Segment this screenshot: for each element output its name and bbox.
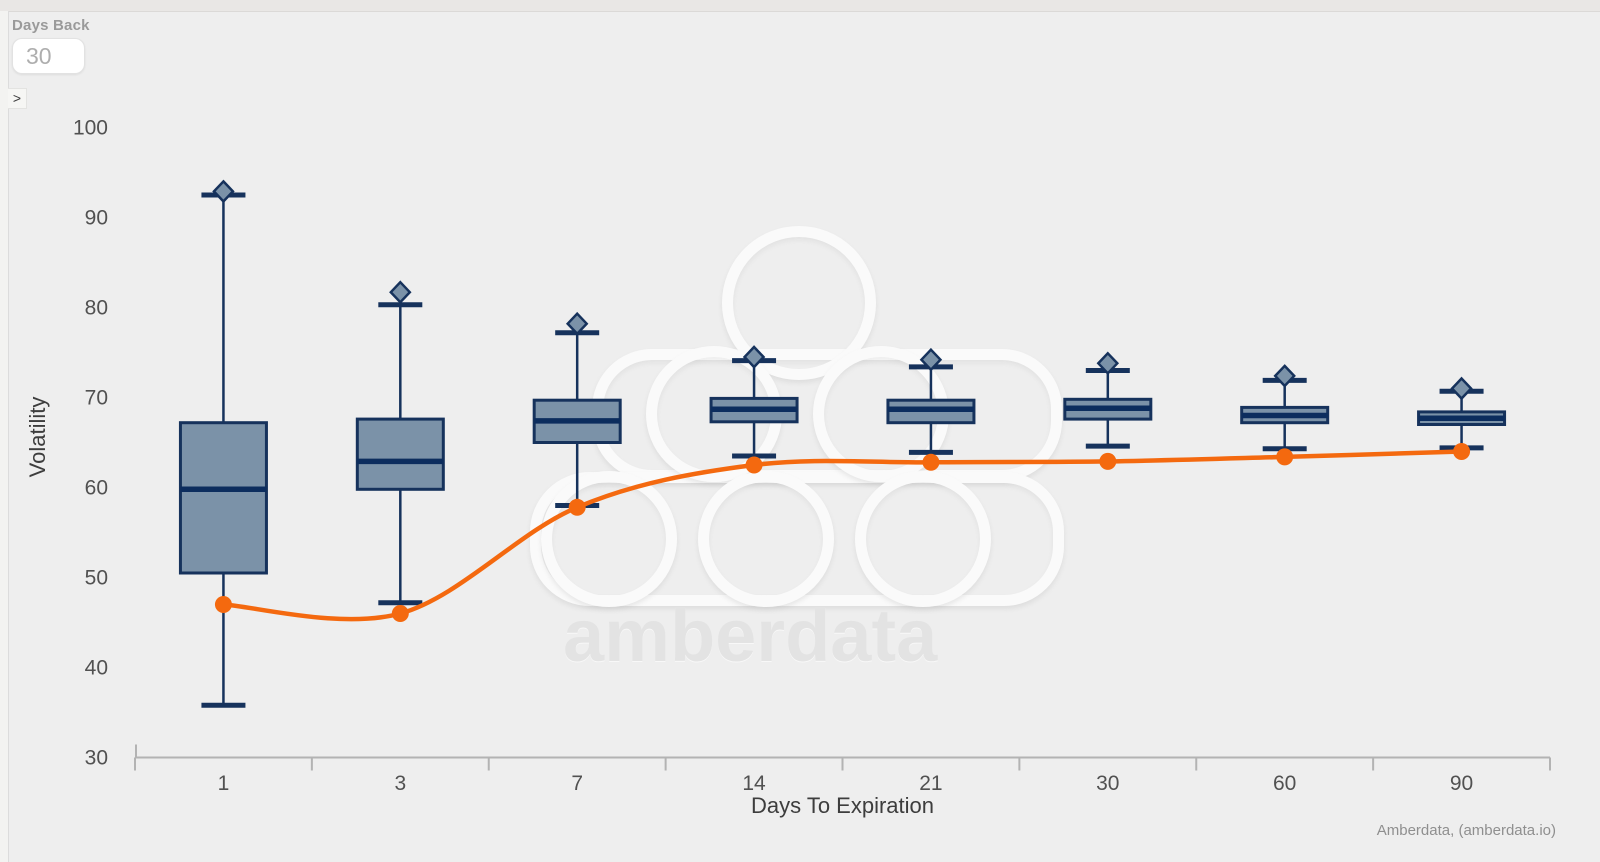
x-tick-label: 14 <box>742 772 766 795</box>
y-tick-label: 50 <box>85 567 108 590</box>
volatility-point <box>1099 452 1117 470</box>
axes: 30 40 50 60 70 80 90 100 1 3 7 14 21 30 60 90 Days To Ex… <box>25 117 1551 818</box>
x-tick-label: 90 <box>1450 772 1473 795</box>
outlier-diamond <box>919 347 943 372</box>
x-tick-label: 3 <box>394 772 406 795</box>
volatility-point <box>1453 443 1471 460</box>
volatility-point <box>922 453 940 471</box>
volatility-point <box>568 498 586 516</box>
volatility-line <box>221 449 1464 622</box>
watermark-wordmark: amberdata <box>563 594 938 677</box>
volatility-point <box>214 596 232 613</box>
y-tick-label: 60 <box>85 477 108 500</box>
outlier-diamond <box>1096 351 1120 376</box>
box-plot-group <box>1240 364 1330 452</box>
x-tick-label: 7 <box>571 772 583 795</box>
y-axis-title: Volatility <box>25 397 50 478</box>
box-plot-group <box>709 345 799 459</box>
y-tick-label: 30 <box>85 747 108 770</box>
volatility-point <box>1276 448 1294 466</box>
attribution-text: Amberdata, (amberdata.io) <box>1376 822 1556 839</box>
x-tick-label: 30 <box>1096 772 1119 795</box>
watermark-ring-icon <box>855 471 991 607</box>
watermark-ring-icon <box>698 471 834 607</box>
box-plot-group <box>532 311 622 508</box>
left-rail-divider <box>0 11 9 862</box>
outlier-diamond <box>389 280 412 305</box>
current-volatility-series <box>214 443 1471 622</box>
days-back-input[interactable] <box>12 38 85 74</box>
x-tick-label: 60 <box>1273 772 1296 795</box>
x-tick-label: 1 <box>218 772 230 795</box>
y-tick-label: 40 <box>85 657 108 680</box>
volatility-point <box>391 605 409 622</box>
panel-collapse-button[interactable]: > <box>8 88 27 109</box>
x-axis-title: Days To Expiration <box>751 793 934 818</box>
box-plot-group <box>178 179 268 708</box>
outlier-diamond <box>565 311 589 336</box>
outlier-diamond <box>742 345 766 369</box>
watermark-ring-icon <box>541 471 677 607</box>
iqr-box <box>178 421 268 575</box>
y-tick-label: 80 <box>85 297 108 320</box>
outlier-diamond <box>1273 364 1296 388</box>
y-tick-label: 70 <box>85 387 108 410</box>
x-tick-label: 21 <box>919 772 942 795</box>
y-tick-label: 90 <box>85 207 108 230</box>
watermark-ring-icon <box>722 226 876 380</box>
outlier-diamond <box>1450 376 1473 401</box>
days-back-label: Days Back <box>12 17 90 34</box>
outlier-diamond <box>212 179 235 204</box>
box-plot-group <box>1417 376 1507 451</box>
box-plot-group <box>1063 351 1153 449</box>
chevron-right-icon: > <box>12 90 22 106</box>
days-back-control: Days Back <box>12 17 90 74</box>
volatility-point <box>745 456 763 474</box>
top-scrollbar-track <box>0 0 1600 12</box>
box-plot-group <box>355 280 445 606</box>
iqr-box <box>355 417 445 491</box>
box-plot-group <box>886 347 976 455</box>
y-tick-label: 100 <box>73 117 108 140</box>
